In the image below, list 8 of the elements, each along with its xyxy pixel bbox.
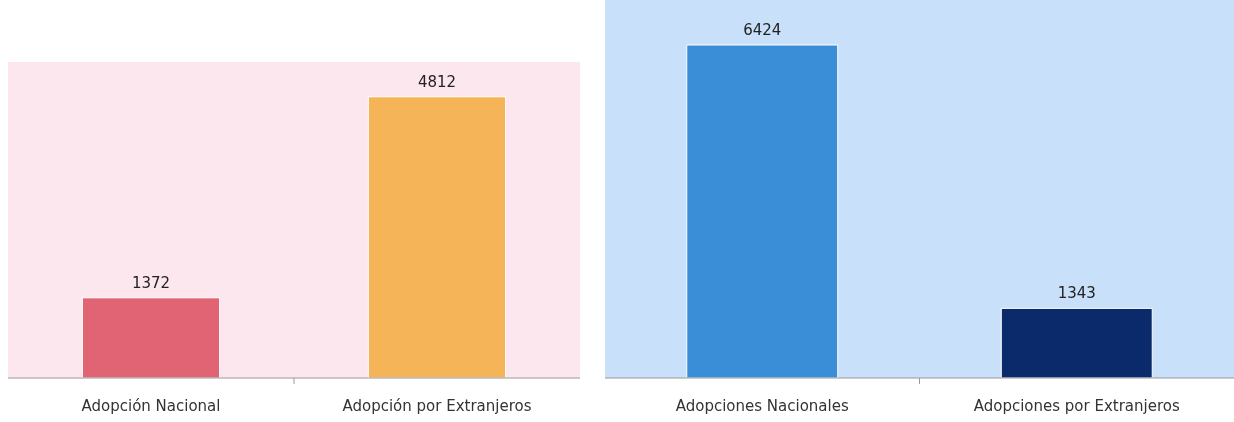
data-label: 1343 bbox=[1057, 284, 1096, 303]
x-tick-label: Adopción por Extranjeros bbox=[342, 397, 532, 415]
x-tick-label: Adopciones por Extranjeros bbox=[973, 397, 1180, 415]
data-label: 4812 bbox=[417, 72, 457, 91]
x-tick-label: Adopción Nacional bbox=[81, 397, 221, 415]
x-tick-label: Adopciones Nacionales bbox=[675, 397, 849, 415]
data-label: 6424 bbox=[743, 21, 782, 39]
data-label: 1372 bbox=[131, 273, 171, 292]
